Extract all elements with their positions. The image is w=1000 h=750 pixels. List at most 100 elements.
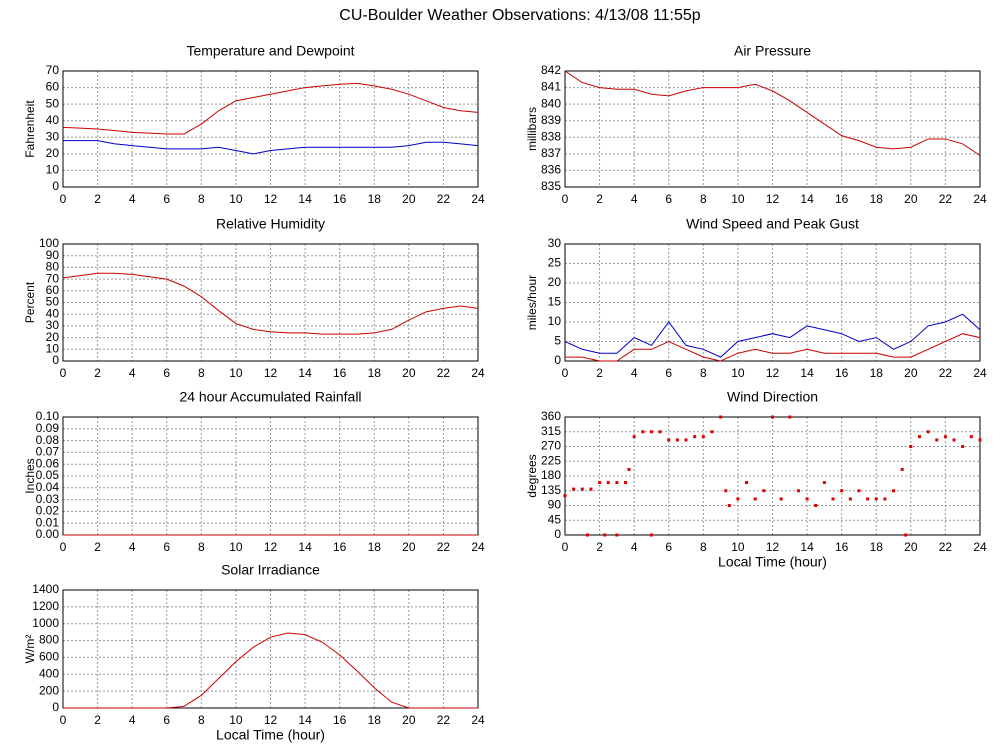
x-tick-label: 10: [229, 192, 243, 206]
data-point: [909, 445, 913, 448]
data-point: [745, 481, 749, 485]
data-point: [900, 467, 904, 471]
data-point: [736, 497, 740, 501]
y-tick-label: 842: [541, 63, 561, 77]
x-tick-label: 12: [264, 713, 278, 727]
y-tick-label: 70: [46, 271, 60, 285]
x-tick-label: 24: [973, 192, 987, 206]
data-point: [952, 438, 956, 442]
x-tick-label: 8: [198, 540, 205, 554]
x-tick-label: 10: [731, 192, 745, 206]
y-tick-label: 0.06: [36, 456, 60, 470]
data-point: [866, 497, 870, 501]
x-tick-label: 20: [904, 540, 918, 554]
x-tick-label: 14: [298, 713, 312, 727]
y-tick-label: 180: [541, 468, 561, 482]
y-tick-label: 600: [39, 650, 59, 664]
data-point: [632, 435, 636, 439]
data-point: [762, 489, 766, 493]
y-tick-label: 836: [541, 163, 561, 177]
y-tick-label: 0: [52, 179, 59, 193]
data-point: [771, 415, 774, 419]
x-tick-label: 8: [700, 192, 707, 206]
x-tick-label: 24: [471, 540, 485, 554]
chart: Wind Direction degrees Local Time (hour) 0 2…: [525, 389, 987, 570]
y-tick-label: 1200: [32, 599, 59, 613]
plot-frame: [62, 243, 479, 362]
x-tick-label: 22: [437, 192, 451, 206]
chart-title: Relative Humidity: [216, 216, 325, 232]
data-point: [649, 430, 653, 434]
data-point: [814, 504, 818, 507]
x-tick-label: 10: [731, 366, 745, 380]
data-point: [693, 435, 697, 439]
chart-title: Temperature and Dewpoint: [186, 43, 354, 59]
data-point: [874, 497, 878, 501]
y-tick-label: 200: [39, 683, 59, 697]
x-tick-label: 2: [596, 540, 603, 554]
data-point: [935, 438, 939, 442]
data-line: [63, 140, 479, 155]
y-tick-label: 80: [46, 260, 60, 274]
data-point: [615, 481, 619, 485]
data-point: [796, 489, 800, 493]
x-tick-label: 0: [60, 540, 67, 554]
x-tick-label: 16: [333, 366, 347, 380]
x-tick-label: 8: [198, 366, 205, 380]
y-axis-label: degrees: [525, 454, 539, 497]
data-point: [658, 430, 662, 434]
plot-frame: [62, 70, 479, 188]
x-tick-label: 8: [700, 540, 707, 554]
data-point: [598, 481, 602, 485]
x-tick-label: 24: [471, 713, 485, 727]
y-tick-label: 315: [541, 424, 561, 438]
y-tick-label: 1000: [32, 616, 59, 630]
data-point: [585, 533, 589, 537]
x-tick-label: 4: [129, 366, 136, 380]
data-point: [883, 497, 887, 501]
data-line: [62, 272, 479, 335]
x-tick-label: 20: [402, 192, 416, 206]
y-tick-label: 0.00: [36, 527, 60, 541]
y-tick-label: 15: [548, 295, 562, 309]
x-tick-label: 12: [264, 540, 278, 554]
y-tick-label: 50: [46, 96, 60, 110]
x-tick-label: 14: [298, 540, 312, 554]
x-tick-label: 16: [835, 540, 849, 554]
x-tick-label: 2: [596, 192, 603, 206]
x-tick-label: 2: [94, 713, 101, 727]
data-point: [904, 533, 908, 537]
data-point: [840, 489, 844, 493]
y-tick-label: 0: [554, 353, 561, 367]
y-tick-label: 0.05: [36, 468, 60, 482]
x-tick-label: 24: [471, 366, 485, 380]
data-point: [580, 487, 584, 491]
y-tick-label: 135: [541, 483, 561, 497]
x-tick-label: 18: [368, 713, 382, 727]
data-point: [926, 430, 930, 434]
data-point: [753, 497, 757, 501]
data-point: [572, 487, 576, 491]
x-tick-label: 22: [437, 366, 451, 380]
x-tick-label: 0: [562, 366, 569, 380]
x-tick-label: 10: [229, 366, 243, 380]
y-tick-label: 0.07: [36, 445, 60, 459]
x-tick-label: 18: [870, 540, 884, 554]
y-tick-label: 10: [46, 163, 60, 177]
x-tick-label: 22: [437, 540, 451, 554]
data-point: [719, 415, 723, 419]
y-tick-label: 45: [548, 512, 562, 526]
y-axis-label: millibars: [525, 107, 539, 151]
x-tick-label: 8: [700, 366, 707, 380]
data-point: [589, 487, 593, 491]
data-line: [565, 333, 981, 362]
y-tick-label: 10: [46, 341, 60, 355]
x-tick-label: 14: [800, 540, 814, 554]
x-tick-label: 0: [60, 366, 67, 380]
x-tick-label: 4: [129, 540, 136, 554]
y-tick-label: 40: [46, 113, 60, 127]
x-tick-label: 24: [973, 540, 987, 554]
x-tick-label: 16: [333, 713, 347, 727]
